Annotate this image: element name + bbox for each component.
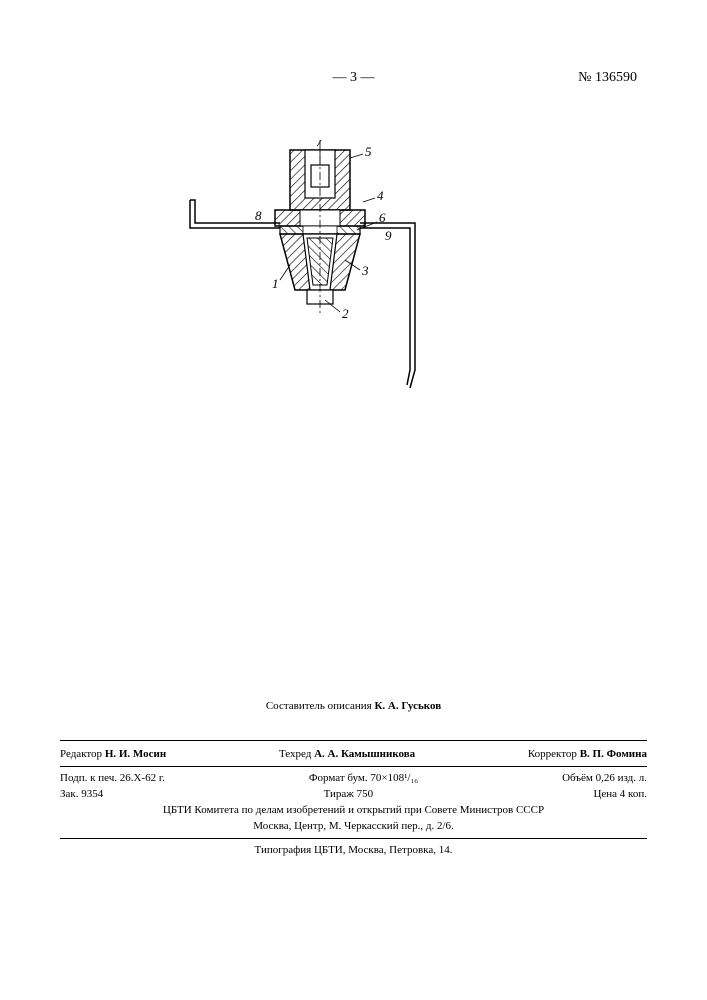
circulation: Тираж 750 bbox=[324, 788, 374, 800]
diagram-label-4: 4 bbox=[377, 188, 384, 203]
diagram-label-2: 2 bbox=[342, 306, 349, 321]
diagram-label-9: 9 bbox=[385, 228, 392, 243]
organization-line: ЦБТИ Комитета по делам изобретений и отк… bbox=[0, 804, 707, 816]
print-info-row-2: Зак. 9354 Тираж 750 Цена 4 коп. bbox=[60, 788, 647, 800]
credits-row: Редактор Н. И. Мосин Техред А. А. Камышн… bbox=[60, 748, 647, 760]
volume: Объём 0,26 изд. л. bbox=[562, 772, 647, 784]
divider-2 bbox=[60, 766, 647, 767]
editor-name: Н. И. Мосин bbox=[105, 748, 166, 760]
print-date: Подп. к печ. 26.X-62 г. bbox=[60, 772, 165, 784]
compiler-name: К. А. Гуськов bbox=[374, 700, 441, 712]
techred-name: А. А. Камышникова bbox=[314, 748, 415, 760]
technical-diagram: 7 5 4 6 9 8 1 3 2 bbox=[185, 140, 485, 400]
diagram-label-3: 3 bbox=[361, 263, 369, 278]
print-info-row-1: Подп. к печ. 26.X-62 г. Формат бум. 70×1… bbox=[60, 772, 647, 784]
diagram-label-8: 8 bbox=[255, 208, 262, 223]
compiler-line: Составитель описания К. А. Гуськов bbox=[0, 700, 707, 712]
diagram-label-6: 6 bbox=[379, 210, 386, 225]
corrector-label: Корректор bbox=[528, 748, 577, 760]
editor-label: Редактор bbox=[60, 748, 102, 760]
price: Цена 4 коп. bbox=[593, 788, 647, 800]
diagram-label-1: 1 bbox=[272, 276, 279, 291]
corrector-name: В. П. Фомина bbox=[580, 748, 647, 760]
paper-format: Формат бум. 70×108¹/₁₆ bbox=[309, 772, 418, 784]
divider-3 bbox=[60, 838, 647, 839]
editor-block: Редактор Н. И. Мосин bbox=[60, 748, 166, 760]
address-line: Москва, Центр, М. Черкасский пер., д. 2/… bbox=[0, 820, 707, 832]
typography-line: Типография ЦБТИ, Москва, Петровка, 14. bbox=[0, 844, 707, 856]
diagram-svg: 7 5 4 6 9 8 1 3 2 bbox=[185, 140, 485, 400]
diagram-label-5: 5 bbox=[365, 144, 372, 159]
techred-label: Техред bbox=[279, 748, 311, 760]
diagram-label-7: 7 bbox=[316, 140, 323, 149]
order-number: Зак. 9354 bbox=[60, 788, 103, 800]
compiler-prefix: Составитель описания bbox=[266, 700, 372, 712]
page-number: — 3 — bbox=[333, 70, 375, 86]
divider-1 bbox=[60, 740, 647, 741]
document-number: № 136590 bbox=[578, 70, 637, 86]
corrector-block: Корректор В. П. Фомина bbox=[528, 748, 647, 760]
techred-block: Техред А. А. Камышникова bbox=[279, 748, 415, 760]
